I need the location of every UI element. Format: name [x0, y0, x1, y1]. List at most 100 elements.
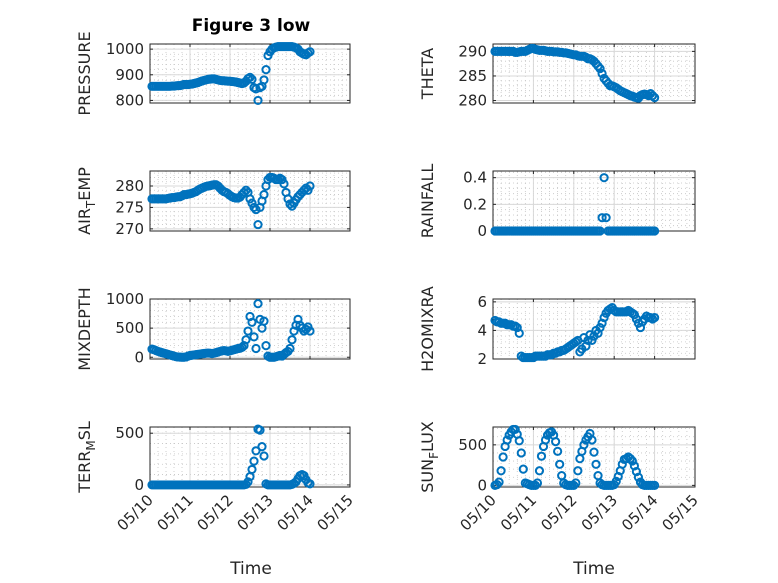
data-point: [518, 464, 528, 474]
y-axis-label: H2OMIXRA: [418, 286, 437, 372]
x-tick-label: 05/14: [618, 491, 661, 534]
data-point: [599, 173, 609, 183]
data-point: [589, 447, 599, 457]
axes-border: [149, 426, 351, 488]
y-tick-label: 500: [458, 436, 487, 454]
x-tick-label: 05/12: [194, 491, 237, 534]
data-point: [253, 299, 263, 309]
subplot-mixdepth: 0 500 1000 MIXDEPTH: [75, 287, 351, 371]
data-point: [249, 202, 259, 213]
axes-border: [149, 298, 351, 360]
x-axis-label-left: Time: [229, 559, 272, 579]
data-point: [496, 466, 506, 476]
y-tick-label: 0: [134, 476, 144, 494]
axes-border: [492, 43, 696, 104]
data-point: [247, 317, 257, 327]
y-tick-label: 285: [458, 67, 487, 85]
subplot-rainfall: 0 0.2 0.4 RAINFALL: [418, 164, 696, 240]
data-point: [647, 91, 658, 101]
subplot-pressure: 800 900 1000 PRESSURE: [75, 31, 351, 116]
y-tick-label: 270: [115, 220, 144, 238]
data-point: [241, 185, 251, 195]
data-point: [553, 446, 563, 456]
x-tick-label: 05/15: [314, 491, 357, 534]
data-point: [633, 472, 644, 482]
data-point: [650, 226, 660, 236]
data-point: [498, 452, 508, 462]
data-point: [650, 92, 660, 103]
data-point: [555, 459, 565, 469]
data-point: [494, 477, 504, 487]
y-tick-label: 800: [115, 91, 144, 109]
data-point: [573, 466, 583, 476]
y-tick-label: 0: [477, 476, 487, 494]
data-point: [287, 335, 297, 345]
y-axis-label: RAINFALL: [418, 164, 437, 239]
figure-title: Figure 3 low: [192, 16, 311, 36]
data-point: [249, 456, 259, 466]
y-tick-label: 1000: [106, 290, 144, 308]
data-point: [551, 436, 561, 447]
axes-frame: [492, 298, 696, 360]
data-point: [237, 342, 247, 352]
data-point: [259, 316, 269, 326]
data-point: [255, 425, 265, 435]
data-point: [253, 219, 263, 230]
y-tick-label: 0: [477, 222, 487, 240]
data-point: [241, 335, 251, 345]
data-point: [243, 326, 253, 336]
x-tick-label: 05/13: [578, 491, 621, 534]
data-point: [243, 477, 253, 487]
subplot-h2omixra: 2 4 6 H2OMIXRA: [418, 286, 696, 372]
x-tick-label: 05/10: [114, 491, 157, 534]
data-point: [650, 312, 660, 323]
axes-border: [149, 43, 351, 104]
data-point: [239, 187, 249, 198]
y-tick-label: 290: [458, 42, 487, 60]
axes-border: [492, 426, 696, 488]
data-point: [502, 435, 512, 445]
data-point: [536, 451, 547, 461]
y-tick-label: 1000: [106, 40, 144, 58]
data-point: [540, 435, 551, 445]
x-axis-label-right: Time: [572, 559, 615, 579]
subplot-theta: 280 285 290 THETA: [418, 42, 696, 110]
data-point: [261, 341, 271, 351]
x-tick-label: 05/10: [457, 491, 500, 534]
y-tick-label: 6: [477, 293, 487, 311]
data-point: [259, 451, 269, 461]
data-point: [245, 72, 255, 82]
y-tick-label: 0.2: [463, 195, 487, 213]
data-point: [299, 185, 309, 195]
data-point: [285, 199, 295, 209]
data-point: [279, 179, 289, 189]
data-point: [587, 435, 597, 445]
data-point: [579, 440, 589, 450]
y-axis-label: AIRTEMP: [75, 167, 98, 235]
data-point: [253, 95, 263, 106]
y-tick-label: 275: [115, 198, 144, 216]
subplot-air-temp: 270 275 280 AIRTEMP: [75, 167, 351, 238]
data-point: [249, 332, 259, 342]
y-tick-label: 280: [115, 177, 144, 195]
data-point: [514, 328, 524, 338]
data-point: [514, 436, 524, 446]
data-point: [305, 326, 315, 336]
y-tick-label: 4: [477, 321, 487, 339]
y-tick-label: 900: [115, 66, 144, 84]
axes-frame: [492, 170, 696, 232]
y-tick-label: 0: [134, 348, 144, 366]
y-tick-label: 500: [115, 319, 144, 337]
data-point: [259, 189, 269, 200]
data-point: [259, 75, 269, 85]
data-point: [516, 448, 526, 458]
data-point: [595, 63, 605, 74]
x-tick-label: 05/11: [154, 491, 197, 534]
data-point: [532, 478, 543, 488]
axes-border: [492, 298, 696, 360]
data-point: [611, 476, 621, 486]
data-point: [247, 74, 257, 85]
data-point: [305, 47, 315, 57]
